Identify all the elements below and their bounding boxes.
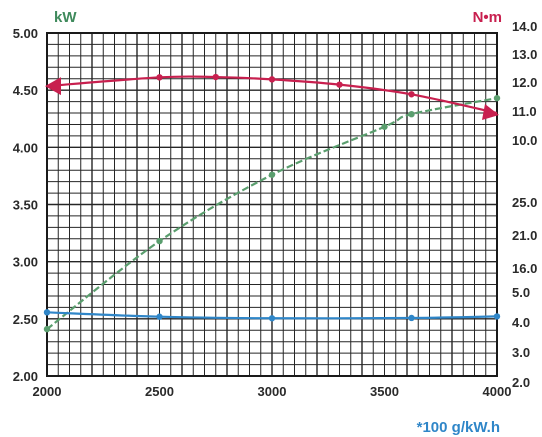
left-axis-unit: kW	[54, 9, 77, 26]
x-axis-tick-label: 3500	[370, 384, 399, 399]
right-axis-tick-label: 10.0	[512, 133, 537, 148]
power-marker	[494, 95, 500, 101]
right-axis-tick-label: 11.0	[512, 104, 537, 119]
torque-marker	[156, 74, 162, 80]
left-axis-tick-label: 4.00	[13, 140, 38, 155]
power-marker	[408, 111, 414, 117]
x-axis-tick-label: 2500	[145, 384, 174, 399]
right-axis-tick-label: 4.0	[512, 315, 530, 330]
torque-marker	[269, 76, 275, 82]
right-axis-tick-label: 2.0	[512, 375, 530, 390]
left-axis-tick-label: 4.50	[13, 83, 38, 98]
right-axis-upper-unit: N•m	[473, 9, 502, 26]
fuel-consumption-marker	[156, 314, 162, 320]
right-axis-tick-label: 25.0	[512, 195, 537, 210]
left-axis-tick-label: 2.00	[13, 369, 38, 384]
torque-marker	[408, 91, 414, 97]
left-axis-tick-label: 3.50	[13, 198, 38, 213]
x-axis-tick-label: 2000	[33, 384, 62, 399]
left-axis-tick-label: 5.00	[13, 26, 38, 41]
right-axis-tick-label: 14.0	[512, 19, 537, 34]
torque-marker	[213, 74, 219, 80]
fuel-consumption-marker	[269, 315, 275, 321]
right-axis-tick-label: 3.0	[512, 345, 530, 360]
torque-marker	[336, 81, 342, 87]
fuel-consumption-marker	[44, 309, 50, 315]
power-marker	[44, 326, 50, 332]
left-axis-tick-label: 2.50	[13, 312, 38, 327]
fuel-consumption-marker	[494, 313, 500, 319]
power-marker	[156, 238, 162, 244]
power-marker	[381, 124, 387, 130]
right-axis-tick-label: 5.0	[512, 285, 530, 300]
x-axis-tick-label: 4000	[483, 384, 512, 399]
right-axis-tick-label: 13.0	[512, 47, 537, 62]
x-axis-tick-label: 3000	[258, 384, 287, 399]
right-axis-tick-label: 12.0	[512, 75, 537, 90]
fuel-consumption-marker	[408, 315, 414, 321]
power-marker	[269, 172, 275, 178]
plot-grid	[47, 33, 497, 376]
right-axis-tick-label: 21.0	[512, 228, 537, 243]
left-axis-tick-label: 3.00	[13, 255, 38, 270]
right-axis-tick-label: 16.0	[512, 261, 537, 276]
right-axis-lower-unit: *100 g/kW.h	[417, 419, 500, 436]
